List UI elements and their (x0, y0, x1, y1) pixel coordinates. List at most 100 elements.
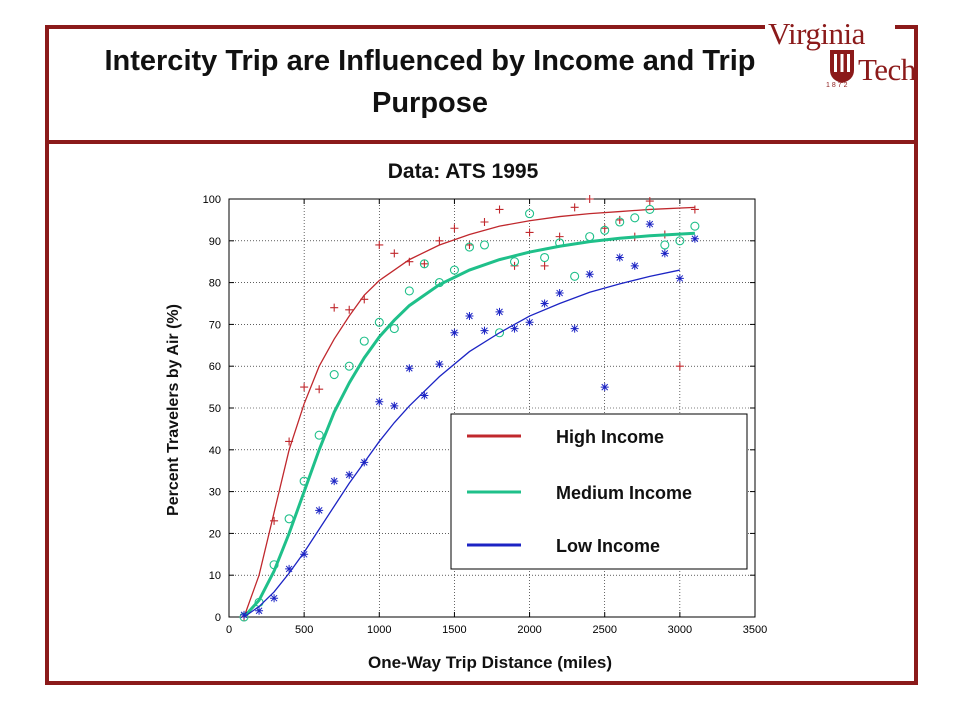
title-divider (45, 140, 918, 144)
high-income-point (690, 205, 699, 214)
high-income-point (270, 516, 279, 525)
high-income-point (465, 240, 474, 249)
y-tick-label: 40 (209, 445, 221, 457)
low-income-point (585, 270, 594, 279)
y-tick-label: 30 (209, 487, 221, 499)
slide-frame-right (914, 25, 918, 685)
y-tick-label: 10 (209, 570, 221, 582)
low-income-point (390, 401, 399, 410)
low-income-fit-line (243, 269, 680, 618)
high-income-point (360, 295, 369, 304)
low-income-point (510, 324, 519, 333)
low-income-point (360, 458, 369, 467)
low-income-point (450, 328, 459, 337)
low-income-point (405, 364, 414, 373)
legend-label-low-income: Low Income (556, 536, 660, 556)
medium-income-point (615, 217, 625, 227)
low-income-point (465, 312, 474, 321)
y-tick-label: 70 (209, 319, 221, 331)
y-tick-label: 50 (209, 403, 221, 415)
x-tick-label: 3500 (743, 624, 767, 636)
high-income-point (390, 249, 399, 258)
medium-income-point (600, 225, 610, 235)
low-income-point (270, 594, 279, 603)
high-income-point (480, 217, 489, 226)
low-income-point (630, 261, 639, 270)
medium-income-point (344, 361, 354, 371)
low-income-point (345, 470, 354, 479)
low-income-point (255, 606, 264, 615)
high-income-point (570, 203, 579, 212)
slide-title: Intercity Trip are Influenced by Income … (104, 45, 756, 119)
medium-income-point (494, 328, 505, 338)
high-income-point (600, 224, 609, 233)
y-tick-label: 0 (215, 612, 221, 624)
virginia-tech-logo: Virginia Tech 1872 (768, 16, 928, 96)
medium-income-point (525, 209, 535, 219)
medium-income-point (299, 476, 309, 486)
logo-virginia-text: Virginia (768, 16, 865, 51)
high-income-point (615, 215, 624, 224)
high-income-point (495, 205, 504, 214)
medium-income-point (675, 236, 685, 246)
x-tick-label: 2500 (592, 624, 616, 636)
medium-income-point (284, 514, 294, 524)
y-tick-label: 60 (209, 361, 221, 373)
low-income-point (375, 397, 384, 406)
low-income-point (675, 274, 684, 283)
low-income-point (615, 253, 624, 262)
slide-frame-top (45, 25, 765, 29)
medium-income-point (449, 265, 459, 275)
y-tick-label: 90 (209, 236, 221, 248)
high-income-point (645, 197, 654, 206)
y-axis-label: Percent Travelers by Air (%) (165, 304, 182, 516)
logo-tech-text: Tech (858, 52, 916, 87)
medium-income-point (479, 240, 490, 250)
high-income-point (405, 257, 414, 266)
legend-label-high-income: High Income (556, 427, 664, 447)
medium-income-point (660, 240, 670, 250)
low-income-point (420, 391, 429, 400)
low-income-point (690, 234, 699, 243)
low-income-point (645, 220, 654, 229)
high-income-point (675, 362, 684, 371)
medium-income-point (434, 278, 444, 288)
high-income-point (525, 228, 534, 237)
low-income-point (285, 564, 294, 573)
low-income-point (525, 318, 534, 327)
x-tick-label: 1000 (367, 624, 391, 636)
low-income-point (600, 383, 609, 392)
high-income-point (315, 385, 324, 394)
low-income-point (315, 506, 324, 515)
medium-income-point (329, 370, 339, 380)
low-income-point (555, 289, 564, 298)
logo-year-text: 1872 (826, 82, 850, 89)
chart-title: Data: ATS 1995 (388, 160, 539, 183)
high-income-point (540, 261, 549, 270)
slide-frame-top-right (895, 25, 918, 29)
high-income-point (285, 437, 294, 446)
medium-income-point (690, 221, 700, 231)
high-income-point (375, 240, 384, 249)
y-tick-label: 20 (209, 528, 221, 540)
medium-income-point (540, 252, 550, 263)
medium-income-point (419, 259, 429, 269)
low-income-point (435, 360, 444, 369)
low-income-point (495, 307, 504, 316)
low-income-point (660, 249, 669, 258)
medium-income-point (464, 242, 475, 252)
slide-frame-left (45, 25, 49, 685)
high-income-point (345, 305, 354, 314)
high-income-point (435, 236, 444, 245)
y-tick-label: 100 (203, 194, 221, 206)
low-income-point (540, 299, 549, 308)
medium-income-point (374, 317, 384, 327)
high-income-point (420, 259, 429, 268)
x-tick-label: 2000 (517, 624, 541, 636)
x-tick-label: 500 (295, 624, 313, 636)
medium-income-point (269, 560, 279, 570)
medium-income-point (585, 232, 595, 242)
low-income-point (480, 326, 489, 335)
high-income-fit-line (243, 206, 695, 618)
x-tick-label: 0 (226, 624, 232, 636)
